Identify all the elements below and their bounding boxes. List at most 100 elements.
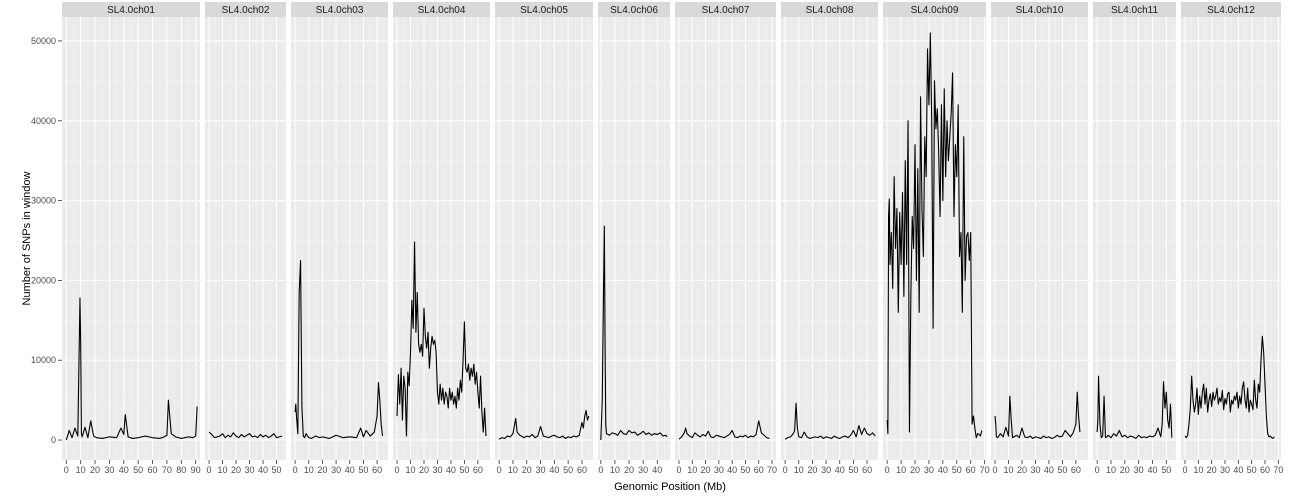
x-tick-label: 10 <box>218 465 228 475</box>
facet-strip-label: SL4.0ch03 <box>316 5 364 16</box>
facet-panel-sl4-0ch05: SL4.0ch05 0 10 20 30 40 50 60 <box>495 2 593 475</box>
x-tick-label: 40 <box>549 465 559 475</box>
x-tick-label: 60 <box>862 465 872 475</box>
x-tick-label: 60 <box>372 465 382 475</box>
x-tick-label: 40 <box>938 465 948 475</box>
facet-strip <box>1181 2 1281 17</box>
x-tick-label: 10 <box>508 465 518 475</box>
x-tick-label: 50 <box>563 465 573 475</box>
x-tick-label: 0 <box>293 465 298 475</box>
facet-strip-label: SL4.0ch11 <box>1111 5 1159 16</box>
series-line-sl4-0ch06 <box>600 225 668 441</box>
series-line-sl4-0ch12 <box>1184 335 1275 439</box>
x-tick-label: 40 <box>652 465 662 475</box>
series-line-sl4-0ch01 <box>65 297 198 441</box>
x-tick-label: 20 <box>1207 465 1217 475</box>
panel-background <box>1093 17 1176 460</box>
x-axis-title: Genomic Position (Mb) <box>614 481 726 493</box>
x-tick-label: 40 <box>446 465 456 475</box>
y-axis-title: Number of SNPs in window <box>21 172 33 306</box>
x-tick-label: 20 <box>701 465 711 475</box>
series-line-sl4-0ch08 <box>784 402 876 440</box>
facet-panel-sl4-0ch11: SL4.0ch11 0 10 20 30 40 50 <box>1093 2 1176 475</box>
series-line-sl4-0ch03 <box>294 259 384 439</box>
facet-strip-label: SL4.0ch02 <box>222 5 270 16</box>
facet-strip-label: SL4.0ch09 <box>911 5 959 16</box>
x-tick-label: 10 <box>1106 465 1116 475</box>
x-tick-label: 0 <box>598 465 603 475</box>
facet-panel-sl4-0ch02: SL4.0ch02 0 10 20 30 40 50 <box>205 2 286 475</box>
facet-panel-sl4-0ch03: SL4.0ch03 0 10 20 30 40 50 60 <box>291 2 388 475</box>
facet-panel-sl4-0ch04: SL4.0ch04 0 10 20 30 40 50 60 <box>393 2 490 475</box>
facet-panel-sl4-0ch01: SL4.0ch01 0 10 20 30 40 50 60 70 80 90 <box>62 2 201 475</box>
x-tick-label: 40 <box>727 465 737 475</box>
facet-strip-label: SL4.0ch06 <box>610 5 658 16</box>
facet-strip-label: SL4.0ch01 <box>107 5 155 16</box>
x-tick-label: 30 <box>536 465 546 475</box>
x-tick-label: 60 <box>966 465 976 475</box>
x-tick-label: 30 <box>638 465 648 475</box>
x-tick-label: 30 <box>104 465 114 475</box>
facet-strip <box>991 2 1088 17</box>
x-tick-label: 30 <box>1220 465 1230 475</box>
x-tick-label: 10 <box>896 465 906 475</box>
x-tick-label: 70 <box>162 465 172 475</box>
facet-panel-sl4-0ch07: SL4.0ch07 0 10 20 30 40 50 60 70 <box>675 2 777 475</box>
facet-strip <box>675 2 776 17</box>
x-tick-label: 50 <box>740 465 750 475</box>
facet-panel-sl4-0ch06: SL4.0ch06 0 10 20 30 40 <box>598 2 670 475</box>
x-tick-label: 50 <box>272 465 282 475</box>
x-tick-label: 30 <box>1134 465 1144 475</box>
x-tick-label: 40 <box>1233 465 1243 475</box>
x-tick-label: 0 <box>993 465 998 475</box>
x-tick-label: 50 <box>952 465 962 475</box>
facet-panel-sl4-0ch12: SL4.0ch12 0 10 20 30 40 50 60 70 <box>1181 2 1283 475</box>
facet-panel-sl4-0ch08: SL4.0ch08 0 10 20 30 40 50 60 <box>781 2 878 475</box>
panel-background <box>291 17 388 460</box>
y-tick-label: 10000 <box>31 355 56 365</box>
panel-background <box>781 17 878 460</box>
panel-background <box>495 17 593 460</box>
x-tick-label: 0 <box>1182 465 1187 475</box>
x-tick-label: 30 <box>924 465 934 475</box>
x-tick-label: 10 <box>794 465 804 475</box>
panel-background <box>205 17 286 460</box>
x-tick-label: 0 <box>207 465 212 475</box>
x-tick-label: 50 <box>358 465 368 475</box>
x-tick-label: 40 <box>1044 465 1054 475</box>
x-tick-label: 60 <box>754 465 764 475</box>
x-tick-label: 50 <box>1057 465 1067 475</box>
x-tick-label: 30 <box>1030 465 1040 475</box>
facet-panel-sl4-0ch10: SL4.0ch10 0 10 20 30 40 50 60 <box>991 2 1088 475</box>
x-tick-label: 60 <box>577 465 587 475</box>
facet-strip <box>1093 2 1176 17</box>
series-line-sl4-0ch11 <box>1096 375 1173 439</box>
x-tick-label: 20 <box>522 465 532 475</box>
series-line-sl4-0ch05 <box>498 409 590 440</box>
facet-strip <box>393 2 490 17</box>
facet-strip <box>62 2 200 17</box>
x-tick-label: 10 <box>687 465 697 475</box>
x-tick-label: 20 <box>231 465 241 475</box>
x-tick-label: 0 <box>64 465 69 475</box>
facet-strip-label: SL4.0ch10 <box>1016 5 1064 16</box>
x-tick-label: 50 <box>1161 465 1171 475</box>
x-tick-label: 20 <box>1120 465 1130 475</box>
facet-strip-label: SL4.0ch04 <box>418 5 466 16</box>
x-tick-label: 60 <box>473 465 483 475</box>
x-tick-label: 30 <box>245 465 255 475</box>
facet-strip <box>781 2 878 17</box>
panel-background <box>598 17 670 460</box>
x-tick-label: 50 <box>1247 465 1257 475</box>
x-tick-label: 0 <box>885 465 890 475</box>
x-tick-label: 40 <box>345 465 355 475</box>
x-tick-label: 30 <box>821 465 831 475</box>
x-tick-label: 0 <box>395 465 400 475</box>
x-tick-label: 60 <box>148 465 158 475</box>
x-tick-label: 80 <box>176 465 186 475</box>
panel-background <box>1181 17 1281 460</box>
x-tick-label: 90 <box>191 465 201 475</box>
x-tick-label: 20 <box>317 465 327 475</box>
x-tick-label: 70 <box>767 465 777 475</box>
